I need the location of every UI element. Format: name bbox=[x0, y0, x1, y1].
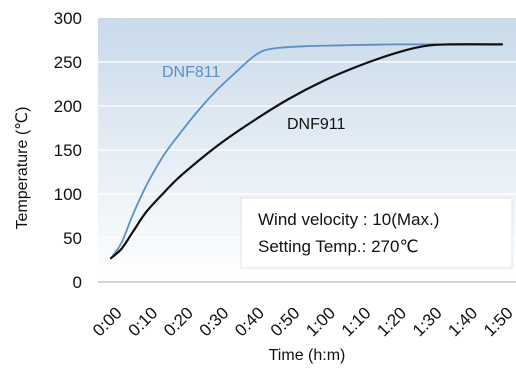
x-tick-label: 1:40 bbox=[444, 303, 481, 340]
info-box bbox=[240, 197, 513, 269]
series-line-dnf811 bbox=[110, 43, 503, 260]
y-tick-label: 300 bbox=[54, 9, 82, 28]
series-label-dnf911: DNF911 bbox=[287, 116, 345, 133]
y-tick-label: 100 bbox=[54, 185, 82, 204]
y-tick-label: 50 bbox=[63, 229, 82, 248]
series-label-dnf811: DNF811 bbox=[162, 64, 220, 81]
info-wind-velocity: Wind velocity : 10(Max.) bbox=[258, 210, 439, 229]
y-axis-title: Temperature (℃) bbox=[14, 107, 31, 230]
x-tick-label: 1:00 bbox=[302, 303, 339, 340]
x-tick-label: 1:10 bbox=[338, 303, 375, 340]
info-setting-temp: Setting Temp.: 270℃ bbox=[258, 237, 419, 256]
series-line-dnf911 bbox=[109, 43, 504, 260]
x-tick-label: 1:50 bbox=[480, 303, 516, 340]
x-tick-label: 0:20 bbox=[160, 303, 197, 340]
y-tick-label: 150 bbox=[54, 141, 82, 160]
x-tick-label: 0:10 bbox=[125, 303, 162, 340]
x-tick-label: 0:30 bbox=[196, 303, 233, 340]
x-tick-label: 0:50 bbox=[267, 303, 304, 340]
y-tick-label: 250 bbox=[54, 53, 82, 72]
series-lines bbox=[109, 43, 504, 260]
x-axis-title: Time (h:m) bbox=[269, 347, 346, 364]
x-tick-label: 1:30 bbox=[409, 303, 446, 340]
x-tick-label: 0:00 bbox=[89, 303, 126, 340]
x-tick-label: 0:40 bbox=[231, 303, 268, 340]
y-tick-label: 200 bbox=[54, 97, 82, 116]
y-tick-label: 0 bbox=[73, 273, 82, 292]
x-tick-label: 1:20 bbox=[373, 303, 410, 340]
